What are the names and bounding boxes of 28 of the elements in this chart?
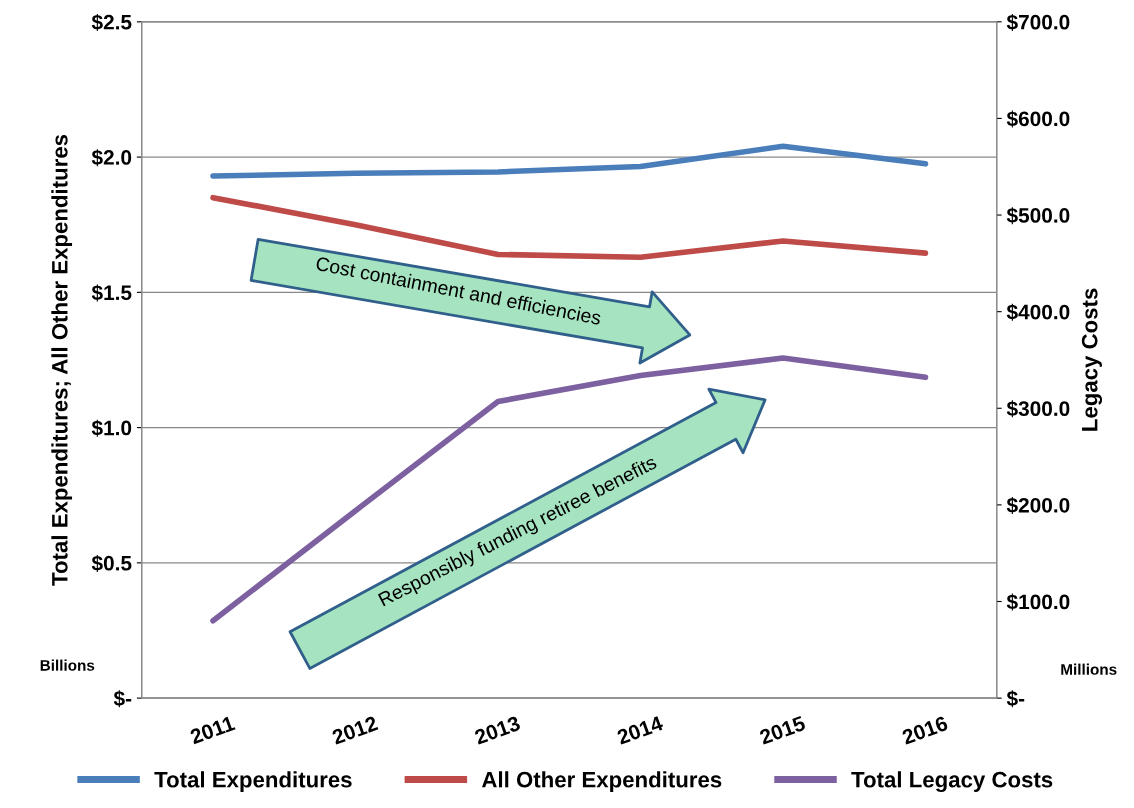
y-tick-label: $2.0: [91, 149, 132, 167]
y2-tick-label: $300.0: [1006, 400, 1070, 418]
y-tick-label: $1.0: [91, 419, 132, 437]
y2-tick-label: $500.0: [1006, 207, 1070, 225]
x-tick-label: 2014: [616, 715, 665, 745]
y-tick-label: $1.5: [91, 284, 132, 302]
y-tick-label: $2.5: [91, 13, 132, 31]
text: Billions: [40, 659, 95, 671]
y2-tick-label: $200.0: [1006, 496, 1070, 514]
y2-tick-label: $400.0: [1006, 303, 1070, 321]
y-axis-title: Total Expenditures; All Other Expenditures: [51, 134, 73, 586]
legend-label: Total Expenditures: [154, 771, 352, 792]
y2-tick-label: $700.0: [1006, 13, 1070, 31]
x-tick-label: 2011: [189, 715, 236, 745]
x-tick-label: 2012: [331, 715, 379, 745]
legend-label: All Other Expenditures: [481, 771, 722, 792]
y-tick-label: $-: [113, 690, 132, 708]
x-tick-label: 2016: [901, 715, 949, 745]
text: Millions: [1061, 663, 1117, 675]
y2-tick-label: $-: [1006, 690, 1025, 708]
x-tick-label: 2015: [758, 715, 807, 745]
y2-axis-title: Legacy Costs: [1081, 288, 1103, 431]
y-tick-label: $0.5: [91, 554, 132, 572]
y2-tick-label: $600.0: [1006, 110, 1070, 128]
y2-tick-label: $100.0: [1006, 593, 1070, 611]
annotation: Cost containment and efficiencies: [315, 255, 602, 326]
x-tick-label: 2013: [473, 715, 522, 745]
legend-label: Total Legacy Costs: [851, 771, 1053, 793]
